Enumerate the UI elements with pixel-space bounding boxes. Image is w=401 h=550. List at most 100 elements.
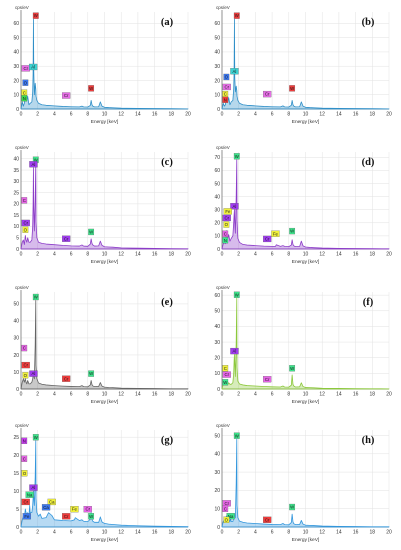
element-label-cr: Cr bbox=[62, 92, 71, 99]
y-axis-label: cps/eV bbox=[216, 423, 230, 428]
element-label-text: Cr bbox=[64, 93, 69, 98]
y-tick-label: 10 bbox=[13, 489, 19, 495]
spectrum-series bbox=[20, 440, 189, 528]
element-label-box bbox=[21, 344, 28, 352]
x-tick-label: 4 bbox=[254, 530, 257, 536]
y-tick-label: 25 bbox=[13, 190, 19, 196]
element-label-box bbox=[222, 379, 229, 386]
x-tick-label: 2 bbox=[36, 112, 39, 118]
y-axis-label: cps/eV bbox=[216, 285, 230, 290]
x-tick-label: 20 bbox=[386, 530, 392, 536]
x-tick-label: 16 bbox=[152, 112, 158, 118]
element-label-text: N bbox=[23, 438, 26, 443]
element-label-o: O bbox=[21, 470, 28, 477]
element-label-text: W bbox=[235, 433, 240, 438]
y-tick-label: 5 bbox=[16, 507, 19, 513]
element-label-cr: Cr bbox=[222, 500, 231, 507]
y-tick-label: 50 bbox=[214, 309, 220, 315]
eds-panel-a: 0 10 20 30 40 50 60 0 2 4 6 8 10 12 14 16 18 20 cps/eV Ener… bbox=[4, 3, 194, 131]
element-label-c: C bbox=[21, 197, 28, 204]
element-label-box bbox=[21, 470, 28, 477]
x-axis-label: Energy [keV] bbox=[292, 537, 319, 543]
element-label-box bbox=[222, 83, 231, 91]
x-tick-label: 10 bbox=[102, 252, 108, 258]
x-tick-label: 12 bbox=[118, 112, 124, 118]
x-tick-label: 10 bbox=[303, 392, 309, 398]
x-axis-label: Energy [keV] bbox=[292, 399, 319, 405]
panel-letter: (b) bbox=[362, 17, 375, 28]
x-tick-label: 20 bbox=[386, 252, 392, 258]
element-label-box bbox=[88, 85, 95, 92]
element-label-o: O bbox=[22, 79, 29, 86]
x-tick-label: 18 bbox=[169, 392, 175, 398]
x-tick-label: 8 bbox=[86, 530, 89, 536]
element-label-box bbox=[222, 371, 231, 378]
y-tick-label: 10 bbox=[13, 370, 19, 376]
element-label-box bbox=[62, 375, 71, 382]
x-tick-label: 0 bbox=[221, 392, 224, 398]
element-label-box bbox=[222, 365, 229, 372]
element-label-al: Al bbox=[230, 68, 239, 75]
element-label-text: Al bbox=[233, 69, 237, 74]
element-label-box bbox=[263, 376, 272, 383]
element-label-box bbox=[233, 12, 240, 19]
y-tick-label: 30 bbox=[13, 64, 19, 70]
element-label-o: O bbox=[223, 516, 230, 523]
element-label-text: Cr bbox=[265, 377, 270, 382]
y-tick-label: 60 bbox=[214, 293, 220, 299]
x-tick-label: 12 bbox=[118, 252, 124, 258]
element-label-al: Al bbox=[230, 203, 239, 210]
x-tick-label: 2 bbox=[36, 252, 39, 258]
element-label-text: Cr bbox=[23, 221, 28, 226]
y-tick-label: 0 bbox=[16, 107, 19, 113]
element-label-text: Cr bbox=[23, 500, 28, 505]
y-tick-label: 20 bbox=[214, 221, 220, 227]
element-label-text: O bbox=[23, 471, 27, 476]
element-label-text: Cr bbox=[224, 372, 229, 377]
x-axis-label: Energy [keV] bbox=[91, 119, 118, 125]
x-tick-label: 14 bbox=[135, 392, 141, 398]
x-tick-label: 2 bbox=[237, 530, 240, 536]
x-tick-label: 0 bbox=[221, 530, 224, 536]
element-label-cr: Cr bbox=[62, 235, 71, 242]
element-label-box bbox=[223, 516, 230, 523]
element-label-box bbox=[289, 227, 296, 235]
element-label-box bbox=[263, 90, 272, 98]
y-tick-label: 20 bbox=[214, 488, 220, 494]
element-label-al: Al bbox=[29, 161, 38, 168]
element-label-text: Ca bbox=[43, 505, 49, 510]
x-tick-label: 6 bbox=[70, 112, 73, 118]
x-tick-label: 4 bbox=[53, 252, 56, 258]
x-tick-label: 8 bbox=[287, 112, 290, 118]
element-label-c: C bbox=[21, 89, 28, 96]
element-label-box bbox=[41, 504, 51, 511]
element-label-w: W bbox=[88, 85, 95, 92]
y-tick-label: 0 bbox=[16, 387, 19, 393]
x-tick-label: 10 bbox=[303, 252, 309, 258]
element-label-box bbox=[230, 203, 239, 210]
x-tick-label: 8 bbox=[287, 392, 290, 398]
x-tick-label: 18 bbox=[169, 530, 175, 536]
element-label-text: N bbox=[224, 97, 227, 102]
element-label-w: W bbox=[289, 365, 295, 372]
eds-panel-b: 0 10 20 30 40 50 60 0 2 4 6 8 10 12 14 16 18 20 cps/eV Ener… bbox=[205, 3, 395, 131]
element-label-box bbox=[21, 197, 28, 204]
element-label-box bbox=[21, 498, 30, 506]
element-label-text: W bbox=[34, 295, 39, 300]
element-label-text: Fe bbox=[273, 231, 279, 236]
y-tick-label: 40 bbox=[214, 194, 220, 200]
element-label-text: C bbox=[23, 90, 26, 95]
eds-chart-e: 0 10 20 30 40 50 0 2 4 6 8 10 12 14 16 18 20 cps/eV Energy… bbox=[13, 285, 191, 405]
element-label-text: Cr bbox=[224, 85, 229, 90]
y-tick-label: 0 bbox=[217, 107, 220, 113]
y-tick-label: 50 bbox=[13, 302, 19, 308]
y-tick-label: 15 bbox=[13, 471, 19, 477]
element-label-text: C bbox=[224, 92, 227, 97]
element-label-text: C bbox=[23, 456, 26, 461]
element-label-fe: Fe bbox=[70, 506, 79, 513]
element-label-text: N bbox=[23, 96, 26, 101]
y-tick-label: 25 bbox=[13, 435, 19, 441]
element-label-ca: Ca bbox=[41, 504, 51, 511]
x-tick-label: 20 bbox=[386, 392, 392, 398]
x-tick-label: 8 bbox=[287, 530, 290, 536]
